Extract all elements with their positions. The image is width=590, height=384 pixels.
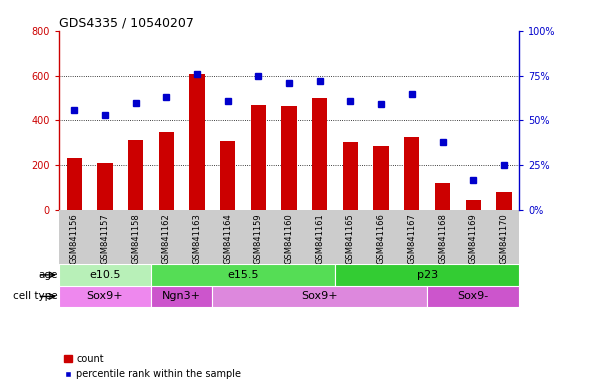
Bar (59, 264, 151, 286)
Legend: count, percentile rank within the sample: count, percentile rank within the sample (64, 354, 241, 379)
Text: Sox9-: Sox9- (458, 291, 489, 301)
Bar (151, 264, 335, 286)
Bar (59, 286, 151, 307)
Text: Sox9+: Sox9+ (87, 291, 123, 301)
Bar (343, 142, 358, 210)
Text: e15.5: e15.5 (227, 270, 259, 280)
Text: Ngn3+: Ngn3+ (162, 291, 201, 301)
Text: GSM841159: GSM841159 (254, 213, 263, 263)
Text: GSM841162: GSM841162 (162, 213, 171, 264)
Bar (151, 286, 212, 307)
Text: GSM841156: GSM841156 (70, 213, 79, 264)
Text: GSM841166: GSM841166 (376, 213, 386, 264)
Text: GSM841161: GSM841161 (315, 213, 324, 264)
Bar (281, 106, 297, 210)
Bar (335, 264, 519, 286)
Text: GSM841158: GSM841158 (131, 213, 140, 264)
Text: age: age (38, 270, 57, 280)
Bar (435, 183, 450, 210)
Text: GSM841157: GSM841157 (100, 213, 110, 264)
Text: p23: p23 (417, 270, 438, 280)
Bar (373, 146, 389, 210)
Bar (496, 192, 512, 210)
Text: GSM841160: GSM841160 (284, 213, 294, 264)
Bar (220, 141, 235, 210)
Text: GSM841168: GSM841168 (438, 213, 447, 264)
Text: GSM841167: GSM841167 (407, 213, 417, 264)
Bar (189, 74, 205, 210)
Text: GDS4335 / 10540207: GDS4335 / 10540207 (59, 17, 194, 30)
Text: GSM841165: GSM841165 (346, 213, 355, 264)
Text: cell type: cell type (13, 291, 57, 301)
Bar (404, 137, 419, 210)
Bar (97, 163, 113, 210)
Bar (427, 286, 519, 307)
Bar (251, 105, 266, 210)
Bar (212, 286, 427, 307)
Text: e10.5: e10.5 (89, 270, 121, 280)
Bar (67, 157, 82, 210)
Text: GSM841169: GSM841169 (468, 213, 478, 264)
Text: GSM841170: GSM841170 (499, 213, 509, 264)
Bar (128, 139, 143, 210)
Bar (312, 98, 327, 210)
Text: GSM841164: GSM841164 (223, 213, 232, 264)
Bar (159, 132, 174, 210)
Bar (466, 200, 481, 210)
Text: Sox9+: Sox9+ (301, 291, 338, 301)
Text: GSM841163: GSM841163 (192, 213, 202, 264)
